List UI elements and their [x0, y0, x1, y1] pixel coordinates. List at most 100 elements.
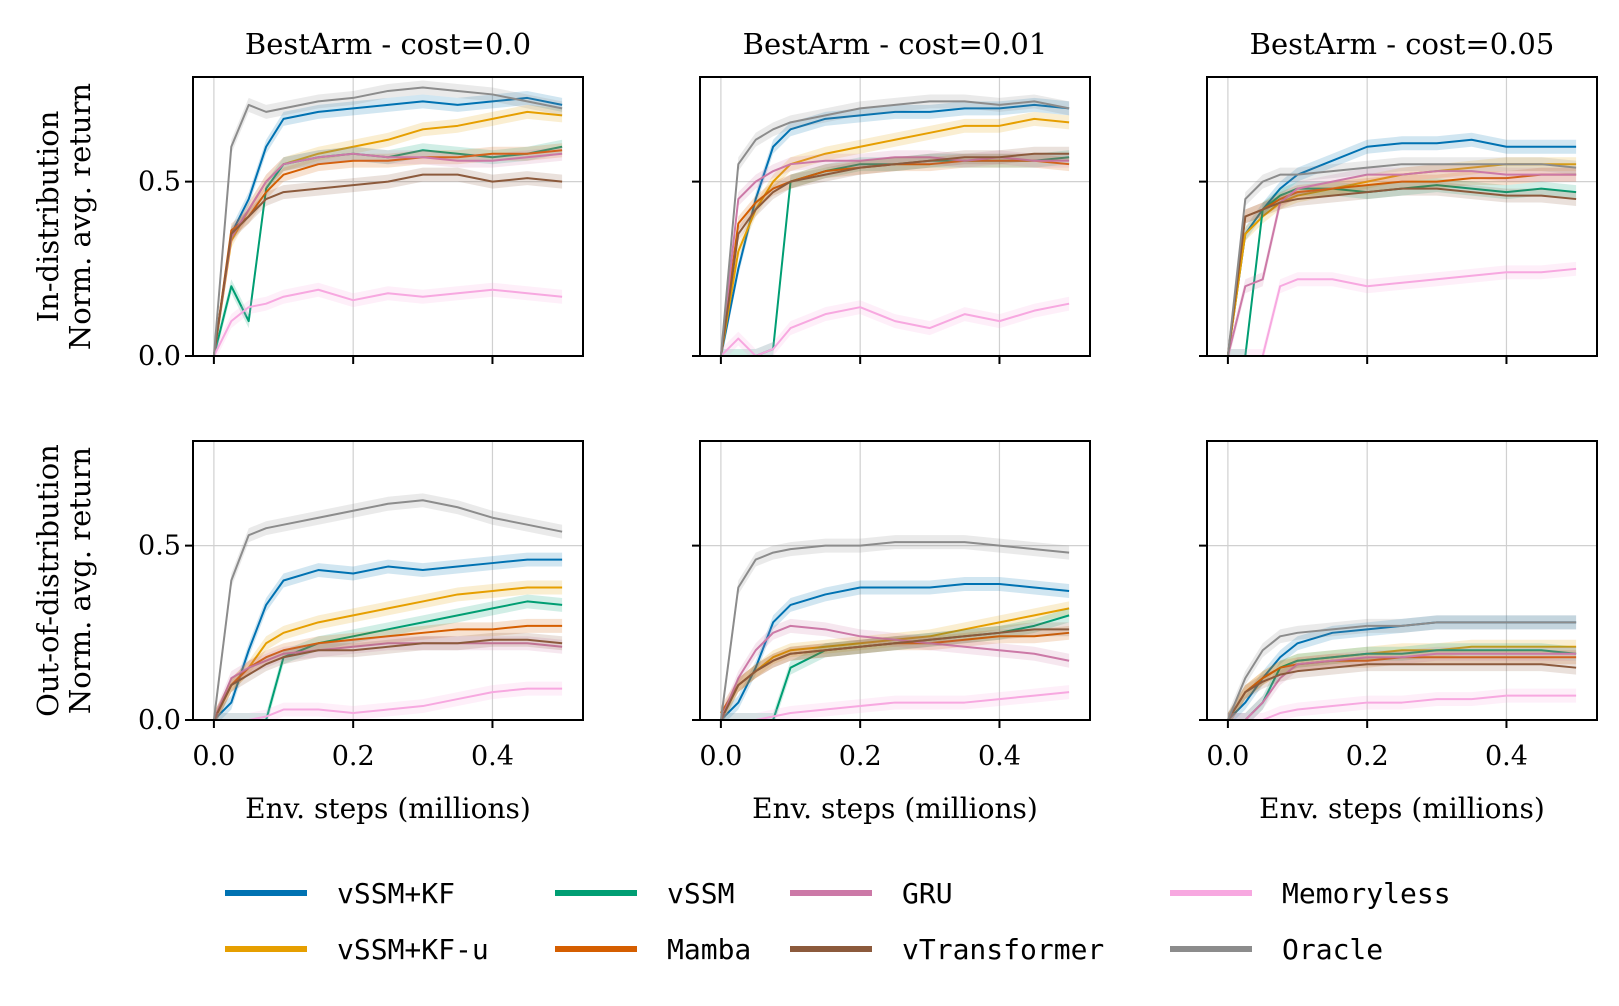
series-line-vtransformer [1226, 187, 1577, 356]
chart-panel-5: 0.0 0.2 0.4 Env. steps (millions) [692, 440, 1091, 825]
series-line-vssm-kf [720, 582, 1070, 720]
axes-frame [1206, 440, 1598, 721]
x-axis-label: Env. steps (millions) [245, 792, 531, 825]
series-band-vtransformer [1227, 657, 1577, 720]
series-line-oracle [212, 499, 563, 720]
legend-item-gru: GRU [790, 877, 953, 910]
series-band-vssm-kf [213, 90, 563, 356]
series-band-vtransformer [720, 622, 1070, 720]
series-line-gru [1227, 652, 1577, 720]
series-line-vssm-kf [213, 558, 563, 720]
axes-frame [699, 76, 1091, 357]
series-line-gru [1226, 170, 1577, 356]
series-line-oracle [719, 100, 1070, 356]
series-line-gru [212, 642, 563, 720]
series-band-vssm [720, 608, 1070, 720]
series-line-gru [719, 624, 1070, 720]
series-band-oracle [213, 80, 563, 356]
series-band-memoryless [213, 282, 563, 356]
series-band-gru [213, 636, 563, 720]
legend-label: Oracle [1282, 933, 1383, 966]
x-tick-label: 0.4 [1485, 741, 1528, 772]
y-tick-label: 0.0 [138, 705, 181, 736]
series-group [719, 94, 1070, 356]
series-line-memoryless [1227, 267, 1577, 356]
series-line-memoryless [720, 691, 1070, 720]
series-band-vssm-kf [720, 577, 1070, 720]
x-tick-label: 0.0 [1206, 741, 1249, 772]
axes-frame [192, 440, 584, 721]
chart-title: BestArm - cost=0.05 [1250, 27, 1555, 61]
chart-title: BestArm - cost=0.0 [245, 27, 531, 61]
chart-title: BestArm - cost=0.01 [743, 27, 1048, 61]
series-group [212, 80, 563, 356]
row-label: In-distribution [31, 111, 65, 323]
legend-label: vSSM [667, 877, 734, 910]
series-line-vssm-kf [719, 103, 1070, 356]
legend-label: Mamba [667, 933, 751, 966]
series-line-oracle [1226, 621, 1577, 720]
legend-item-oracle: Oracle [1170, 933, 1383, 966]
series-line-memoryless [213, 687, 563, 720]
legend-label: vSSM+KF-u [337, 933, 489, 966]
series-band-memoryless [1227, 261, 1577, 356]
y-axis-label: Norm. avg. return [63, 83, 97, 350]
legend-label: GRU [902, 877, 953, 910]
series-line-vtransformer [1227, 663, 1577, 720]
series-band-mamba [1227, 650, 1577, 720]
series-line-memoryless [720, 302, 1070, 356]
legend: vSSM+KF vSSM+KF-u vSSM Mamba GRU vTransformer… [225, 877, 1451, 966]
x-tick-label: 0.0 [192, 741, 235, 772]
series-band-vtransformer [213, 167, 563, 356]
series-line-vssm-kf [212, 96, 563, 356]
series-group [719, 535, 1070, 720]
x-tick-label: 0.2 [332, 741, 375, 772]
series-line-vssm [213, 600, 563, 720]
series-line-memoryless [1227, 694, 1577, 720]
series-group [1226, 132, 1577, 356]
chart-panel-1: 0.0 0.5 BestArm - cost=0.0 [138, 27, 584, 372]
y-tick-label: 0.0 [138, 341, 181, 372]
series-band-gru [720, 618, 1070, 720]
series-line-vtransformer [212, 638, 563, 720]
chart-panel-4: 0.0 0.5 0.0 0.2 0.4 Env. steps (millions) [138, 440, 584, 825]
x-axis-label: Env. steps (millions) [1259, 792, 1545, 825]
row-label: Out-of-distribution [31, 444, 65, 717]
series-band-memoryless [720, 296, 1070, 356]
y-tick-label: 0.5 [138, 167, 181, 198]
series-line-vtransformer [719, 628, 1070, 720]
series-band-oracle [1227, 157, 1577, 356]
series-line-oracle [212, 86, 563, 356]
x-tick-label: 0.2 [1346, 741, 1389, 772]
legend-item-mamba: Mamba [555, 933, 751, 966]
series-line-mamba [1227, 656, 1577, 720]
axes-frame [192, 76, 584, 357]
series-band-vtransformer [1227, 181, 1577, 356]
legend-label: vSSM+KF [337, 877, 455, 910]
legend-item-vtransformer: vTransformer [790, 933, 1104, 966]
legend-label: Memoryless [1282, 877, 1451, 910]
axes-frame [699, 440, 1091, 721]
x-tick-label: 0.4 [978, 741, 1021, 772]
x-tick-label: 0.0 [699, 741, 742, 772]
x-tick-label: 0.4 [471, 741, 514, 772]
legend-item-vssm: vSSM [555, 877, 734, 910]
series-line-gru [212, 152, 563, 356]
series-band-vssm-kf [1227, 615, 1577, 720]
legend-item-memoryless: Memoryless [1170, 877, 1451, 910]
series-line-oracle [1226, 163, 1577, 356]
y-tick-label: 0.5 [138, 531, 181, 562]
series-band-oracle [720, 535, 1070, 720]
legend-item-vssm-kf-u: vSSM+KF-u [225, 933, 489, 966]
series-band-gru [1227, 646, 1577, 720]
y-axis-label: Norm. avg. return [63, 447, 97, 714]
axes-frame [1206, 76, 1598, 357]
chart-panel-6: 0.0 0.2 0.4 Env. steps (millions) [1199, 440, 1598, 825]
series-line-oracle [719, 541, 1070, 720]
series-line-vtransformer [719, 152, 1070, 356]
chart-panel-2: BestArm - cost=0.01 [692, 27, 1091, 364]
series-band-mamba [720, 625, 1070, 720]
legend-item-vssm-kf: vSSM+KF [225, 877, 455, 910]
